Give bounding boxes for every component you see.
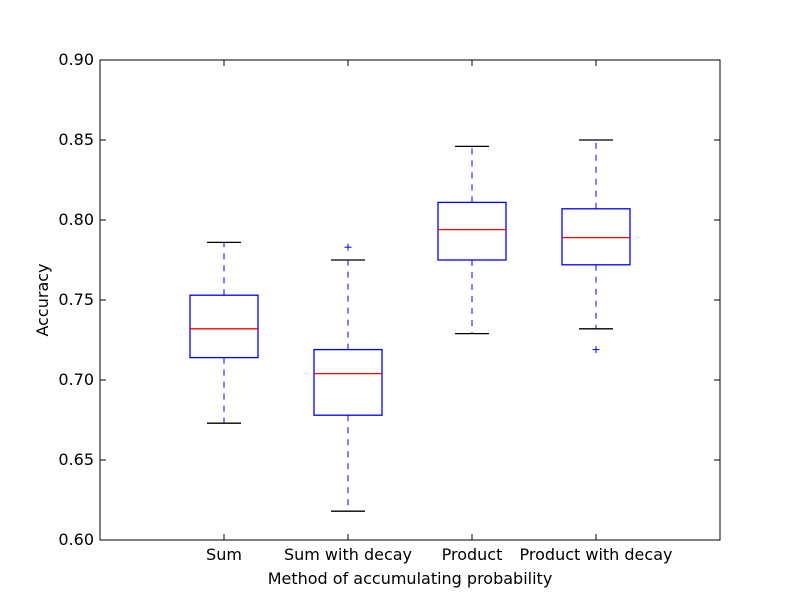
box-group <box>561 139 631 354</box>
iqr-box <box>437 201 507 261</box>
iqr-box <box>561 208 631 266</box>
x-tick-label: Sum <box>206 545 242 564</box>
iqr-box <box>189 294 259 359</box>
y-tick-label: 0.70 <box>58 370 94 389</box>
x-tick-label: Sum with decay <box>284 545 412 564</box>
y-tick-label: 0.85 <box>58 130 94 149</box>
x-tick-label: Product with decay <box>520 545 673 564</box>
y-tick-label: 0.90 <box>58 50 94 69</box>
y-tick-label: 0.60 <box>58 530 94 549</box>
iqr-box <box>313 348 383 416</box>
outlier-marker <box>592 346 600 354</box>
outlier-marker <box>344 243 352 251</box>
y-tick-label: 0.80 <box>58 210 94 229</box>
x-tick-label: Product <box>442 545 503 564</box>
y-tick-label: 0.65 <box>58 450 94 469</box>
plot-layer <box>189 139 631 512</box>
y-axis-label: Accuracy <box>33 263 52 336</box>
y-tick-label: 0.75 <box>58 290 94 309</box>
box-group <box>313 243 383 512</box>
tick-layer: 0.60 0.65 0.70 0.75 0.80 0.85 0.90 Sum Sum with … <box>58 50 720 564</box>
box-group <box>189 241 259 424</box>
x-axis-label: Method of accumulating probability <box>268 569 553 588</box>
box-group <box>437 145 507 335</box>
